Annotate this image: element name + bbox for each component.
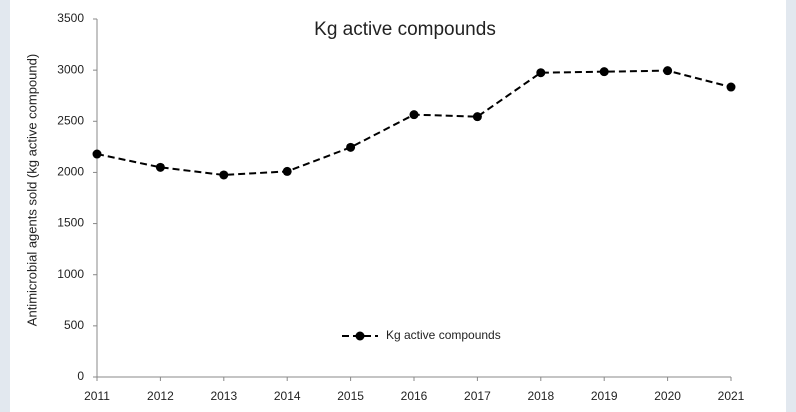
legend-label: Kg active compounds (386, 328, 501, 342)
x-tick-label: 2011 (84, 389, 110, 403)
y-tick-label: 2000 (57, 165, 84, 179)
point (92, 149, 102, 159)
y-tick-label: 500 (64, 318, 84, 332)
y-tick-label: 0 (77, 369, 84, 383)
point (663, 66, 673, 76)
x-tick-label: 2012 (147, 389, 174, 403)
point (282, 166, 292, 176)
x-tick-label: 2020 (654, 389, 681, 403)
point (472, 112, 482, 122)
y-tick-label: 3000 (57, 62, 84, 76)
point (599, 67, 609, 77)
x-tick-label: 2021 (718, 389, 745, 403)
x-tick-label: 2017 (464, 389, 491, 403)
point (346, 142, 356, 152)
chart-title: Kg active compounds (314, 19, 496, 40)
y-tick-label: 1000 (57, 267, 84, 281)
point (155, 162, 165, 172)
legend-marker (355, 331, 365, 341)
point (726, 82, 736, 92)
chart-background (10, 0, 786, 412)
x-tick-label: 2019 (591, 389, 618, 403)
x-tick-label: 2016 (401, 389, 428, 403)
point (409, 110, 419, 120)
x-tick-label: 2015 (337, 389, 364, 403)
point (536, 68, 546, 78)
y-tick-label: 3500 (57, 11, 84, 25)
y-axis-label: Antimicrobial agents sold (kg active com… (24, 54, 39, 326)
y-tick-label: 1500 (57, 216, 84, 230)
point (219, 170, 229, 180)
y-tick-label: 2500 (57, 113, 84, 127)
x-tick-label: 2013 (210, 389, 237, 403)
x-tick-label: 2014 (274, 389, 301, 403)
x-tick-label: 2018 (527, 389, 554, 403)
